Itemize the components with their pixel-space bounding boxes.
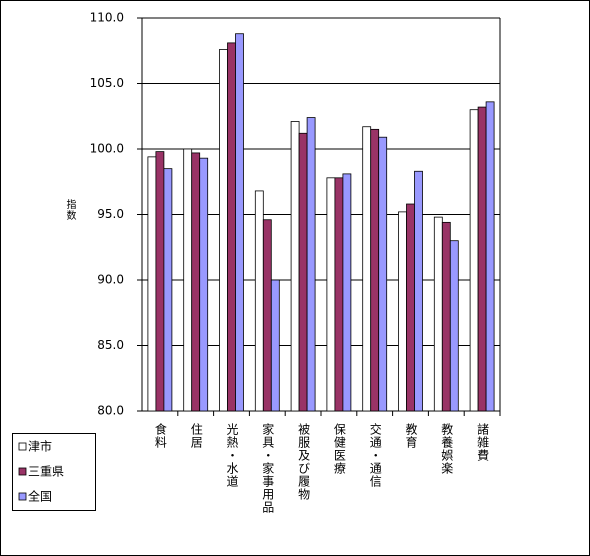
bar — [163, 168, 173, 412]
bar — [441, 221, 451, 412]
bar — [262, 219, 272, 412]
bar — [155, 151, 165, 412]
bar — [449, 240, 459, 412]
bar — [433, 216, 443, 412]
x-tick-label: 諸雑費 — [476, 422, 490, 462]
bar — [147, 156, 157, 412]
bar — [235, 33, 244, 412]
x-tick-label: 教養娯楽 — [440, 422, 454, 475]
bar — [477, 106, 487, 412]
y-tick-label: 85.0 — [97, 338, 124, 352]
bar — [406, 203, 415, 412]
bar — [485, 101, 495, 412]
x-tick-label: 家具・家事用品 — [261, 422, 275, 514]
legend-swatch — [18, 467, 27, 476]
x-tick-label: 交通・通信 — [368, 422, 382, 488]
legend-label: 全国 — [28, 489, 52, 504]
bar — [306, 117, 316, 412]
bar — [414, 170, 423, 412]
legend-label: 三重県 — [28, 465, 64, 479]
bar — [298, 132, 308, 412]
bar — [370, 128, 380, 412]
y-tick-label: 95.0 — [97, 207, 124, 221]
bar — [290, 121, 300, 412]
y-tick-label: 110.0 — [90, 11, 124, 25]
y-tick-label: 105.0 — [90, 76, 124, 90]
bar — [254, 190, 264, 412]
bar — [334, 177, 344, 412]
y-tick-label: 100.0 — [90, 142, 124, 156]
x-tick-label: 光熱・水道 — [225, 423, 239, 488]
bar — [378, 136, 388, 412]
x-tick-label: 保健医療 — [332, 423, 346, 475]
bar — [191, 152, 201, 412]
legend-swatch — [18, 492, 27, 501]
bar — [227, 42, 236, 412]
bar — [398, 211, 407, 412]
y-tick-label: 80.0 — [97, 404, 124, 418]
bar — [219, 49, 228, 412]
bar — [183, 148, 193, 412]
x-tick-label: 被服及び履物 — [297, 423, 311, 501]
bar — [342, 173, 352, 412]
x-tick-label: 食料 — [153, 422, 167, 449]
y-tick-label: 90.0 — [97, 273, 124, 287]
bar — [469, 109, 479, 412]
x-tick-label: 住居 — [189, 423, 203, 449]
y-axis-label: 指数 — [64, 198, 76, 221]
bar — [326, 177, 336, 412]
legend-label: 津市 — [28, 439, 52, 454]
legend-swatch — [18, 442, 27, 451]
bar — [199, 157, 209, 412]
bar — [270, 279, 280, 412]
x-tick-label: 教育 — [404, 422, 418, 449]
bar — [362, 126, 372, 412]
